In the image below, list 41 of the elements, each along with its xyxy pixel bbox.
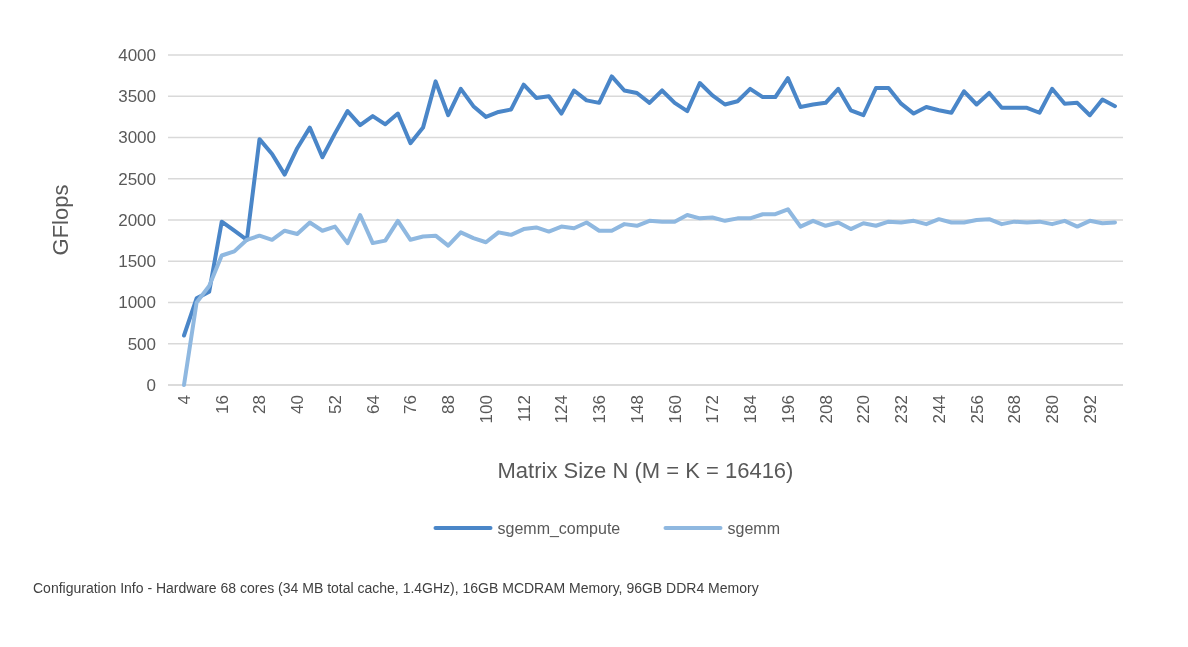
y-tick-label: 0 (146, 375, 156, 395)
x-tick-label: 172 (703, 395, 723, 424)
text: Configuration Info - Hardware 68 cores (34 MB total cache, 1.4GHz), 16GB MCDRAM Memory, 96GB DDR4 Memory (33, 580, 759, 596)
x-tick-label: 292 (1080, 395, 1100, 424)
y-tick-label: 1500 (118, 252, 156, 272)
x-tick-label: 232 (892, 395, 912, 424)
legend-label: sgemm_compute (497, 519, 621, 538)
x-tick-label: 88 (439, 395, 459, 414)
x-tick-label: 100 (476, 395, 496, 424)
x-tick-label: 112 (514, 395, 534, 423)
y-tick-label: 1000 (118, 293, 156, 313)
x-tick-label: 124 (552, 395, 572, 424)
y-tick-label: 3000 (118, 128, 156, 148)
x-tick-label: 184 (741, 395, 761, 424)
x-tick-label: 64 (363, 395, 383, 414)
line-series (182, 74, 1117, 338)
x-tick-label: 148 (627, 395, 647, 424)
x-tick-label: 244 (929, 395, 949, 424)
x-tick-label: 220 (854, 395, 874, 424)
x-tick-label: 208 (816, 395, 836, 424)
x-tick-label: 40 (288, 395, 308, 414)
x-tick-label: 16 (212, 395, 232, 414)
y-tick-label: 500 (127, 334, 156, 354)
x-tick-label: 280 (1043, 395, 1063, 424)
y-tick-label: 3500 (118, 87, 156, 107)
x-axis-title: Matrix Size N (M = K = 16416) (497, 458, 794, 483)
x-tick-label: 52 (325, 395, 345, 414)
x-tick-label: 256 (967, 395, 987, 424)
y-axis-title: GFlops (48, 184, 73, 256)
x-tick-label: 268 (1005, 395, 1025, 424)
legend-label: sgemm (727, 519, 780, 537)
y-tick-label: 4000 (118, 45, 156, 65)
y-tick-label: 2000 (118, 210, 156, 230)
x-tick-label: 28 (250, 395, 270, 414)
x-tick-label: 136 (590, 395, 610, 424)
x-tick-label: 4 (175, 395, 194, 405)
x-tick-label: 160 (665, 395, 685, 424)
x-tick-label: 76 (401, 395, 421, 414)
line-series (182, 207, 1117, 387)
x-tick-label: 196 (778, 395, 798, 424)
y-tick-label: 2500 (118, 169, 156, 189)
